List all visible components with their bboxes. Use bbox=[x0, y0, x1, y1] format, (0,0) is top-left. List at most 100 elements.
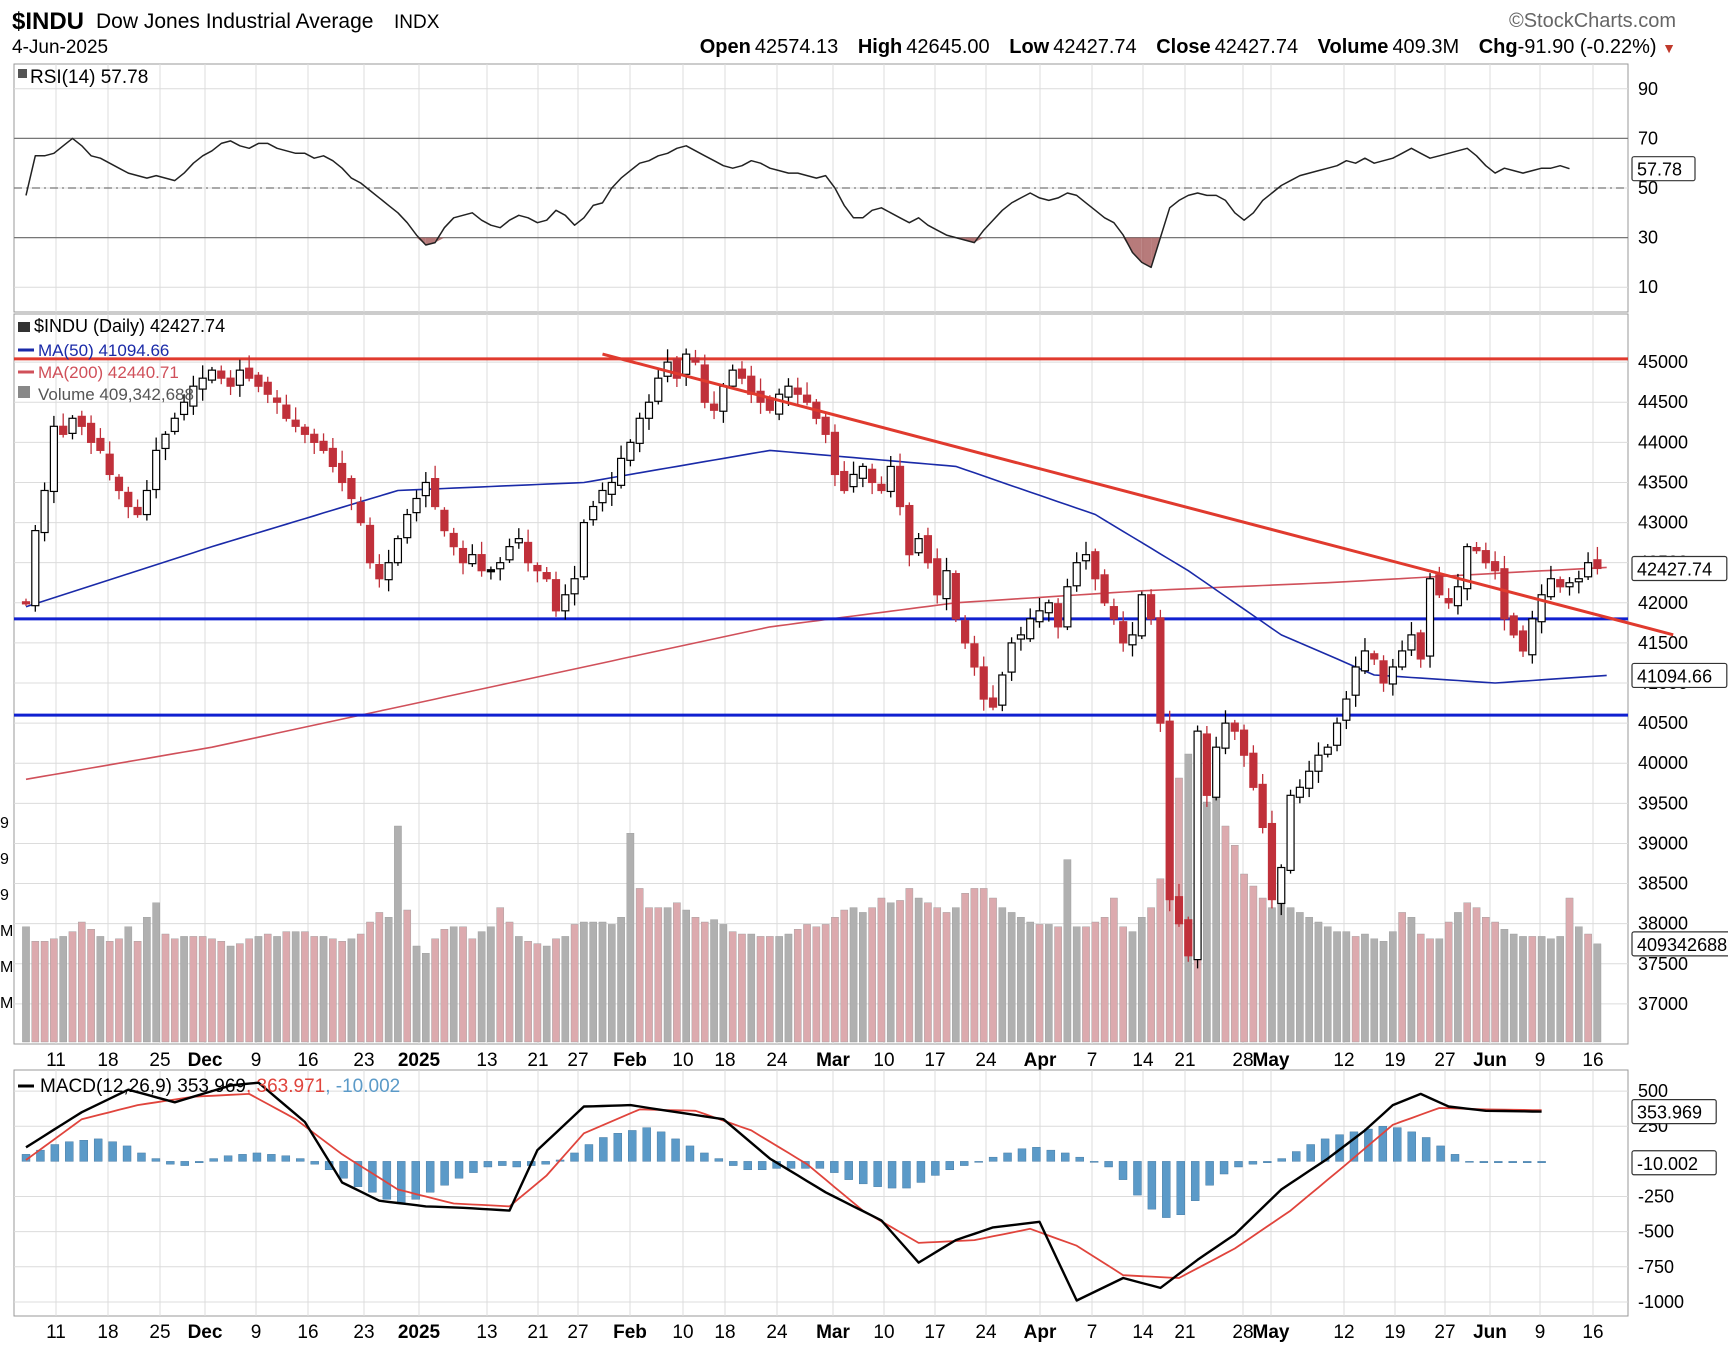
volume-bar bbox=[1119, 926, 1127, 1043]
volume-bar bbox=[431, 938, 439, 1043]
ma200-line bbox=[25, 566, 1607, 781]
volume-bar bbox=[124, 926, 133, 1043]
date-tick-label: Mar bbox=[816, 1050, 850, 1071]
volume-bar bbox=[412, 945, 421, 1043]
macd-date-tick-label: 18 bbox=[714, 1322, 735, 1343]
candle-body bbox=[365, 524, 375, 564]
macd-histogram-bar bbox=[786, 1161, 796, 1169]
macd-date-tick-label: 18 bbox=[97, 1322, 118, 1343]
volume-bar bbox=[31, 941, 40, 1043]
candle-body bbox=[1416, 632, 1425, 660]
volume-bar bbox=[338, 941, 346, 1043]
macd-date-tick-label: 16 bbox=[297, 1322, 318, 1343]
volume-bar bbox=[1463, 902, 1472, 1043]
volume-bar bbox=[505, 921, 514, 1043]
candle-body bbox=[598, 489, 607, 504]
ma200-legend-label: MA(200) 42440.71 bbox=[38, 363, 179, 382]
volume-bar bbox=[831, 917, 839, 1043]
candle-body bbox=[1016, 634, 1026, 640]
volume-bar bbox=[552, 938, 560, 1043]
candle-body bbox=[626, 441, 635, 461]
macd-date-tick-label: 24 bbox=[975, 1322, 997, 1343]
volume-bar bbox=[198, 936, 207, 1043]
macd-histogram-bar bbox=[498, 1161, 507, 1166]
volume-label: Volume bbox=[1317, 36, 1389, 58]
volume-bar bbox=[533, 943, 542, 1043]
macd-histogram-bar bbox=[1436, 1145, 1445, 1162]
macd-histogram-bar bbox=[1061, 1152, 1070, 1162]
price-tick-label: 40000 bbox=[1638, 753, 1688, 773]
volume-bar bbox=[607, 924, 616, 1043]
candle-body bbox=[1156, 617, 1165, 724]
volume-bar bbox=[487, 926, 495, 1043]
date-tick-label: Dec bbox=[188, 1050, 223, 1071]
macd-histogram-bar bbox=[873, 1161, 882, 1187]
volume-bar bbox=[1082, 926, 1090, 1043]
price-tick-label: 38500 bbox=[1638, 874, 1688, 894]
date-tick-label: 25 bbox=[149, 1050, 170, 1071]
volume-bar bbox=[1584, 933, 1592, 1043]
date-tick-label: Feb bbox=[613, 1050, 647, 1071]
price-tick-label: 43500 bbox=[1638, 472, 1688, 492]
macd-panel bbox=[13, 1069, 1629, 1317]
date-tick-label: 14 bbox=[1132, 1050, 1154, 1071]
macd-legend-part: 353.969 bbox=[177, 1076, 246, 1097]
macd-histogram-bar bbox=[1306, 1144, 1315, 1162]
volume-bar bbox=[477, 931, 486, 1043]
candle-body bbox=[505, 546, 514, 561]
macd-histogram-bar bbox=[729, 1161, 738, 1166]
candle-body bbox=[449, 532, 458, 548]
volume-bar bbox=[1221, 825, 1230, 1043]
volume-bar bbox=[942, 912, 951, 1043]
volume-bar bbox=[766, 936, 774, 1043]
candle-body bbox=[170, 417, 179, 433]
macd-histogram-bar bbox=[122, 1145, 132, 1162]
candle-body bbox=[86, 422, 96, 443]
candle-body bbox=[1230, 722, 1239, 732]
macd-signal-line bbox=[25, 1093, 1542, 1279]
volume-bar bbox=[1147, 907, 1155, 1043]
volume-bar bbox=[682, 909, 690, 1043]
volume-bar bbox=[1128, 931, 1137, 1043]
candle-body bbox=[347, 478, 356, 500]
volume-bar bbox=[924, 902, 932, 1043]
volume-bar bbox=[691, 917, 700, 1043]
volume-bar bbox=[626, 833, 635, 1043]
candle-body bbox=[942, 570, 951, 600]
volume-bar bbox=[208, 938, 216, 1043]
exchange-label: INDX bbox=[394, 12, 440, 33]
macd-histogram-bar bbox=[1190, 1161, 1200, 1201]
candle-body bbox=[124, 491, 133, 508]
volume-bar bbox=[1426, 938, 1434, 1043]
candle-body bbox=[1453, 586, 1463, 607]
volume-legend-icon bbox=[18, 386, 30, 398]
copyright-link[interactable]: ©StockCharts.com bbox=[1508, 10, 1676, 32]
rsi-line bbox=[25, 137, 1570, 269]
volume-bar bbox=[905, 888, 914, 1043]
macd-histogram-bar bbox=[1479, 1161, 1489, 1163]
volume-bar bbox=[1444, 921, 1453, 1043]
rsi-legend-icon bbox=[18, 69, 27, 78]
candle-body bbox=[895, 465, 905, 508]
candle-body bbox=[1007, 642, 1016, 673]
macd-histogram-bar bbox=[79, 1140, 88, 1162]
volume-bar bbox=[570, 924, 579, 1043]
macd-date-tick-label: Apr bbox=[1024, 1322, 1057, 1343]
volume-bar bbox=[1509, 933, 1518, 1043]
volume-scale-label: M bbox=[0, 995, 13, 1012]
macd-histogram-bar bbox=[974, 1161, 983, 1163]
macd-histogram-bar bbox=[671, 1138, 680, 1162]
price-tick-label: 44000 bbox=[1638, 432, 1688, 452]
price-tick-label: 37500 bbox=[1638, 954, 1688, 974]
volume-bar bbox=[1100, 917, 1109, 1043]
volume-bar bbox=[635, 888, 644, 1043]
volume-bar bbox=[245, 938, 253, 1043]
macd-date-tick-label: 9 bbox=[251, 1322, 262, 1343]
candle-body bbox=[616, 457, 626, 486]
date-tick-label: 9 bbox=[1535, 1050, 1546, 1071]
volume-bar bbox=[989, 897, 997, 1043]
macd-histogram-bar bbox=[137, 1152, 146, 1162]
rsi-tick-label: 70 bbox=[1638, 128, 1658, 148]
candle-body bbox=[1119, 621, 1128, 644]
price-tick-label: 41500 bbox=[1638, 633, 1688, 653]
